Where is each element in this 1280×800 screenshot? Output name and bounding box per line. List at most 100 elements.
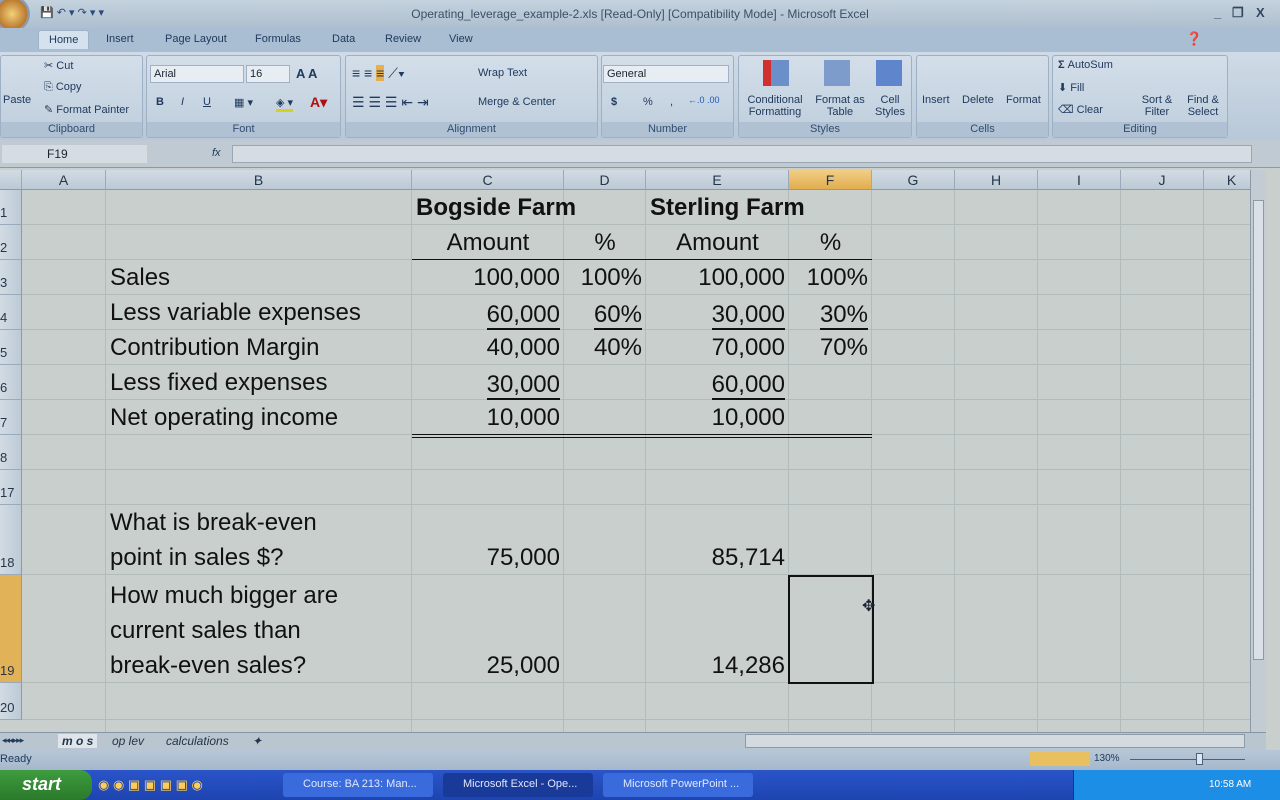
cell-C6[interactable]: 30,000	[412, 365, 564, 400]
copy-button[interactable]: ⎘ Copy	[44, 81, 82, 94]
comma-button[interactable]: ,	[670, 96, 674, 108]
col-header-I[interactable]: I	[1038, 170, 1121, 190]
underline-button[interactable]: U	[203, 96, 211, 108]
select-all-button[interactable]	[0, 170, 22, 190]
cell-D2[interactable]: %	[564, 225, 646, 260]
col-header-E[interactable]: E	[646, 170, 789, 190]
cell-E6[interactable]: 60,000	[646, 365, 789, 400]
help-icon[interactable]: ❓	[1186, 31, 1203, 46]
vertical-align-icons[interactable]: ≡ ≡ ≡ ⟋▾	[352, 65, 405, 81]
delete-button[interactable]: Delete	[962, 94, 994, 106]
conditional-formatting-button[interactable]: Conditional Formatting	[747, 94, 803, 118]
col-header-H[interactable]: H	[955, 170, 1038, 190]
minimize-button[interactable]: _	[1214, 5, 1222, 20]
format-painter-button[interactable]: ✎ Format Painter	[44, 103, 129, 116]
vertical-scrollbar[interactable]	[1250, 170, 1266, 732]
cell-C2[interactable]: Amount	[412, 225, 564, 260]
find-select-button[interactable]: Find & Select	[1187, 94, 1219, 118]
row-header-19[interactable]: 19	[0, 575, 22, 683]
col-header-K[interactable]: K	[1204, 170, 1250, 190]
cell-D3[interactable]: 100%	[564, 260, 646, 295]
cell-C19[interactable]: 25,000	[412, 575, 564, 683]
italic-button[interactable]: I	[181, 96, 185, 108]
cell-F4[interactable]: 30%	[789, 295, 872, 330]
horizontal-scrollbar[interactable]	[745, 734, 1245, 748]
maximize-button[interactable]: ❐	[1232, 5, 1244, 20]
cell-E1[interactable]: Sterling Farm	[646, 190, 805, 225]
decimal-buttons[interactable]: ←.0 .00	[688, 95, 720, 105]
col-header-A[interactable]: A	[22, 170, 106, 190]
cut-button[interactable]: ✂ Cut	[44, 59, 73, 72]
cell-B7[interactable]: Net operating income	[106, 400, 412, 435]
sheet-nav-arrows[interactable]: ◂◂◂▸▸▸	[2, 735, 24, 745]
row-header-2[interactable]: 2	[0, 225, 22, 260]
cell-D4[interactable]: 60%	[564, 295, 646, 330]
wrap-text-button[interactable]: Wrap Text	[478, 67, 528, 79]
col-header-B[interactable]: B	[106, 170, 412, 190]
row-header-17[interactable]: 17	[0, 470, 22, 505]
row-header-8[interactable]: 8	[0, 435, 22, 470]
format-as-table-button[interactable]: Format as Table	[815, 94, 865, 118]
selected-cell-F19[interactable]	[788, 575, 874, 684]
cell-B18[interactable]: What is break-even point in sales $?	[106, 505, 412, 575]
row-header-3[interactable]: 3	[0, 260, 22, 295]
row-header-5[interactable]: 5	[0, 330, 22, 365]
cell-F3[interactable]: 100%	[789, 260, 872, 295]
font-color-icon[interactable]: A▾	[310, 94, 328, 110]
number-format-select[interactable]: General	[603, 65, 729, 83]
bold-button[interactable]: B	[156, 96, 164, 108]
tab-home[interactable]: Home	[38, 30, 90, 49]
row-header-20[interactable]: 20	[0, 683, 22, 720]
name-box[interactable]: F19	[2, 145, 147, 163]
cell-B4[interactable]: Less variable expenses	[106, 295, 412, 330]
font-grow-shrink[interactable]: A A	[296, 66, 318, 81]
cell-B3[interactable]: Sales	[106, 260, 412, 295]
cell-C18[interactable]: 75,000	[412, 505, 564, 575]
row-header-4[interactable]: 4	[0, 295, 22, 330]
cell-styles-button[interactable]: Cell Styles	[875, 94, 905, 118]
font-name-select[interactable]: Arial	[150, 65, 244, 83]
row-header-7[interactable]: 7	[0, 400, 22, 435]
zoom-slider[interactable]	[1130, 759, 1245, 760]
taskbar-button-1[interactable]: Course: BA 213: Man...	[283, 773, 433, 797]
cell-D5[interactable]: 40%	[564, 330, 646, 365]
cell-B19[interactable]: How much bigger are current sales than b…	[106, 575, 412, 683]
col-header-G[interactable]: G	[872, 170, 955, 190]
close-button[interactable]: X	[1256, 5, 1265, 20]
sort-filter-button[interactable]: Sort & Filter	[1141, 94, 1173, 118]
cell-C4[interactable]: 60,000	[412, 295, 564, 330]
cell-B5[interactable]: Contribution Margin	[106, 330, 412, 365]
sheet-tab-1[interactable]: m o s	[58, 734, 98, 748]
clear-button[interactable]: ⌫ Clear	[1058, 103, 1103, 116]
row-header-1[interactable]: 1	[0, 190, 22, 225]
cell-E19[interactable]: 14,286	[646, 575, 789, 683]
quick-access-toolbar[interactable]: 💾 ↶ ▾ ↷ ▾ ▾	[40, 7, 104, 19]
format-button[interactable]: Format	[1006, 94, 1041, 106]
row-header-18[interactable]: 18	[0, 505, 22, 575]
row-header-6[interactable]: 6	[0, 365, 22, 400]
cell-E7[interactable]: 10,000	[646, 400, 789, 435]
cell-C5[interactable]: 40,000	[412, 330, 564, 365]
borders-icon[interactable]: ▦ ▾	[234, 97, 253, 109]
cell-F2[interactable]: %	[789, 225, 872, 260]
tab-formulas[interactable]: Formulas	[255, 33, 301, 45]
tab-review[interactable]: Review	[385, 33, 422, 45]
sheet-tab-3[interactable]: calculations	[166, 734, 229, 748]
tab-data[interactable]: Data	[332, 33, 356, 45]
view-buttons[interactable]	[1030, 752, 1090, 766]
insert-button[interactable]: Insert	[922, 94, 950, 106]
fx-button[interactable]: fx	[212, 147, 221, 159]
autosum-button[interactable]: Σ AutoSum	[1058, 59, 1113, 71]
formula-input[interactable]	[232, 145, 1252, 163]
cell-F5[interactable]: 70%	[789, 330, 872, 365]
col-header-D[interactable]: D	[564, 170, 646, 190]
zoom-slider-thumb[interactable]	[1196, 753, 1203, 765]
horizontal-align-icons[interactable]: ☰ ☰ ☰ ⇤ ⇥	[352, 94, 429, 110]
col-header-F[interactable]: F	[789, 170, 872, 190]
tab-page-layout[interactable]: Page Layout	[165, 33, 227, 45]
currency-button[interactable]: $	[611, 96, 618, 108]
cell-C7[interactable]: 10,000	[412, 400, 564, 435]
taskbar-button-2[interactable]: Microsoft Excel - Ope...	[443, 773, 593, 797]
merge-center-button[interactable]: Merge & Center	[478, 96, 556, 108]
col-header-J[interactable]: J	[1121, 170, 1204, 190]
